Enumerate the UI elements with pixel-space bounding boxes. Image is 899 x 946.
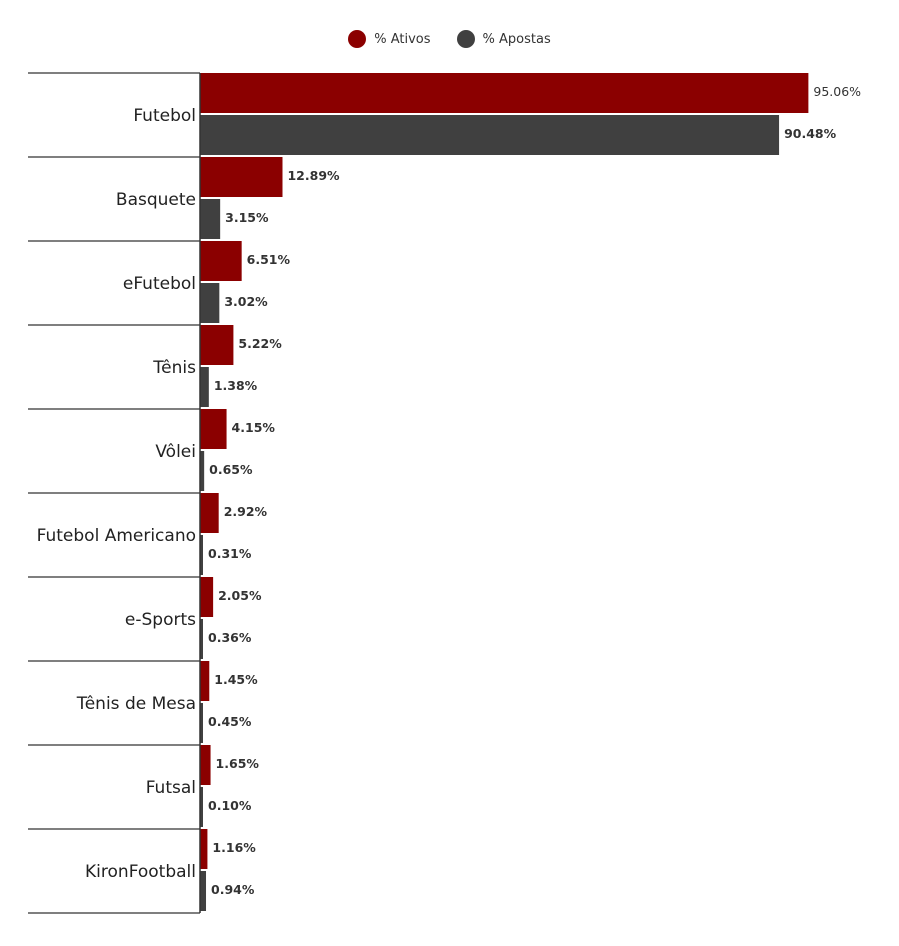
bar-apostas [200, 451, 205, 491]
bar-apostas [200, 115, 780, 155]
data-label: 4.15% [232, 420, 276, 435]
data-label: 95.06% [813, 84, 861, 99]
data-label: 2.05% [218, 588, 262, 603]
category-label: Futsal [146, 778, 196, 798]
category-label: Vôlei [155, 442, 196, 462]
data-label: 2.92% [224, 504, 268, 519]
legend-label-ativos: % Ativos [374, 31, 431, 47]
data-label: 12.89% [287, 168, 340, 183]
bar-ativos [200, 157, 283, 197]
data-label: 0.36% [208, 630, 252, 645]
legend: % Ativos % Apostas [0, 30, 899, 48]
legend-item-ativos: % Ativos [348, 30, 431, 48]
data-label: 1.65% [216, 756, 260, 771]
category-label: KironFootball [85, 862, 196, 882]
category-label: e-Sports [125, 610, 196, 630]
data-label: 0.45% [208, 714, 252, 729]
data-label: 3.02% [224, 294, 268, 309]
category-label: eFutebol [123, 274, 196, 294]
bar-apostas [200, 787, 203, 827]
bar-apostas [200, 619, 203, 659]
legend-item-apostas: % Apostas [456, 30, 551, 48]
data-label: 1.16% [212, 840, 256, 855]
category-label: Futebol [133, 106, 196, 126]
data-label: 6.51% [247, 252, 291, 267]
data-label: 0.10% [208, 798, 252, 813]
data-label: 3.15% [225, 210, 269, 225]
bar-apostas [200, 367, 209, 407]
data-label: 1.45% [214, 672, 258, 687]
bar-ativos [200, 409, 227, 449]
bar-apostas [200, 283, 220, 323]
legend-label-apostas: % Apostas [482, 31, 551, 47]
category-label: Futebol Americano [37, 526, 196, 546]
legend-swatch-ativos [348, 30, 367, 48]
bar-ativos [200, 73, 809, 113]
category-label: Basquete [116, 190, 196, 210]
bar-ativos [200, 745, 211, 785]
bar-apostas [200, 871, 207, 911]
bar-ativos [200, 241, 242, 281]
bar-ativos [200, 829, 208, 869]
bar-ativos [200, 325, 234, 365]
category-label: Tênis [152, 358, 196, 378]
data-label: 0.65% [209, 462, 253, 477]
legend-swatch-apostas [456, 30, 475, 48]
data-label: 0.31% [208, 546, 252, 561]
bar-apostas [200, 535, 203, 575]
bar-ativos [200, 661, 210, 701]
category-label: Tênis de Mesa [76, 694, 196, 714]
data-label: 1.38% [214, 378, 258, 393]
bar-ativos [200, 493, 219, 533]
data-label: 90.48% [784, 126, 837, 141]
bar-apostas [200, 199, 221, 239]
bar-apostas [200, 703, 203, 743]
data-label: 0.94% [211, 882, 255, 897]
bar-ativos [200, 577, 214, 617]
data-label: 5.22% [238, 336, 282, 351]
